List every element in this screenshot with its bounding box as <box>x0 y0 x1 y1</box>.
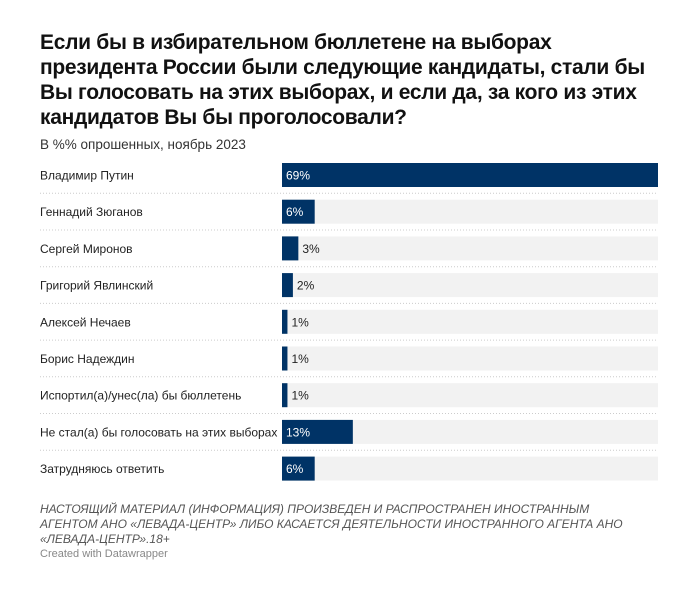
value-label: 3% <box>302 242 320 256</box>
bar-track <box>282 346 658 371</box>
category-label: Сергей Миронов <box>40 242 133 256</box>
bar-track <box>282 309 658 334</box>
value-label: 1% <box>291 352 309 366</box>
bar <box>282 273 293 298</box>
value-label: 13% <box>286 425 310 439</box>
bar-track <box>282 383 658 408</box>
bar-track <box>282 199 658 224</box>
bar-track <box>282 236 658 261</box>
bar <box>282 236 299 261</box>
value-label: 1% <box>291 389 309 403</box>
category-label: Не стал(а) бы голосовать на этих выборах <box>40 425 277 439</box>
bar <box>282 309 288 334</box>
value-label: 6% <box>286 462 304 476</box>
value-label: 2% <box>297 279 315 293</box>
category-label: Григорий Явлинский <box>40 279 153 293</box>
chart-notes: НАСТОЯЩИЙ МАТЕРИАЛ (ИНФОРМАЦИЯ) ПРОИЗВЕД… <box>40 502 623 546</box>
bar <box>282 346 288 371</box>
category-label: Борис Надеждин <box>40 352 135 366</box>
value-label: 1% <box>291 315 309 329</box>
category-label: Затрудняюсь ответить <box>40 462 164 476</box>
category-label: Испортил(а)/унес(ла) бы бюллетень <box>40 389 241 403</box>
bar-track <box>282 456 658 481</box>
bar-chart: Владимир Путин 69% Геннадий Зюганов 6% Серге… <box>40 163 658 481</box>
bar <box>282 419 353 444</box>
value-label: 69% <box>286 169 310 183</box>
bar <box>282 383 288 408</box>
chart-title: Если бы в избирательном бюллетене на выб… <box>40 31 645 129</box>
bar-track <box>282 273 658 298</box>
category-label: Геннадий Зюганов <box>40 205 143 219</box>
value-label: 6% <box>286 205 304 219</box>
category-label: Алексей Нечаев <box>40 315 131 329</box>
category-label: Владимир Путин <box>40 169 134 183</box>
bar <box>282 456 315 481</box>
bar <box>282 199 315 224</box>
datawrapper-credit[interactable]: Created with Datawrapper <box>40 548 168 560</box>
bar <box>282 163 658 187</box>
chart-subtitle: В %% опрошенных, ноябрь 2023 <box>40 137 246 152</box>
